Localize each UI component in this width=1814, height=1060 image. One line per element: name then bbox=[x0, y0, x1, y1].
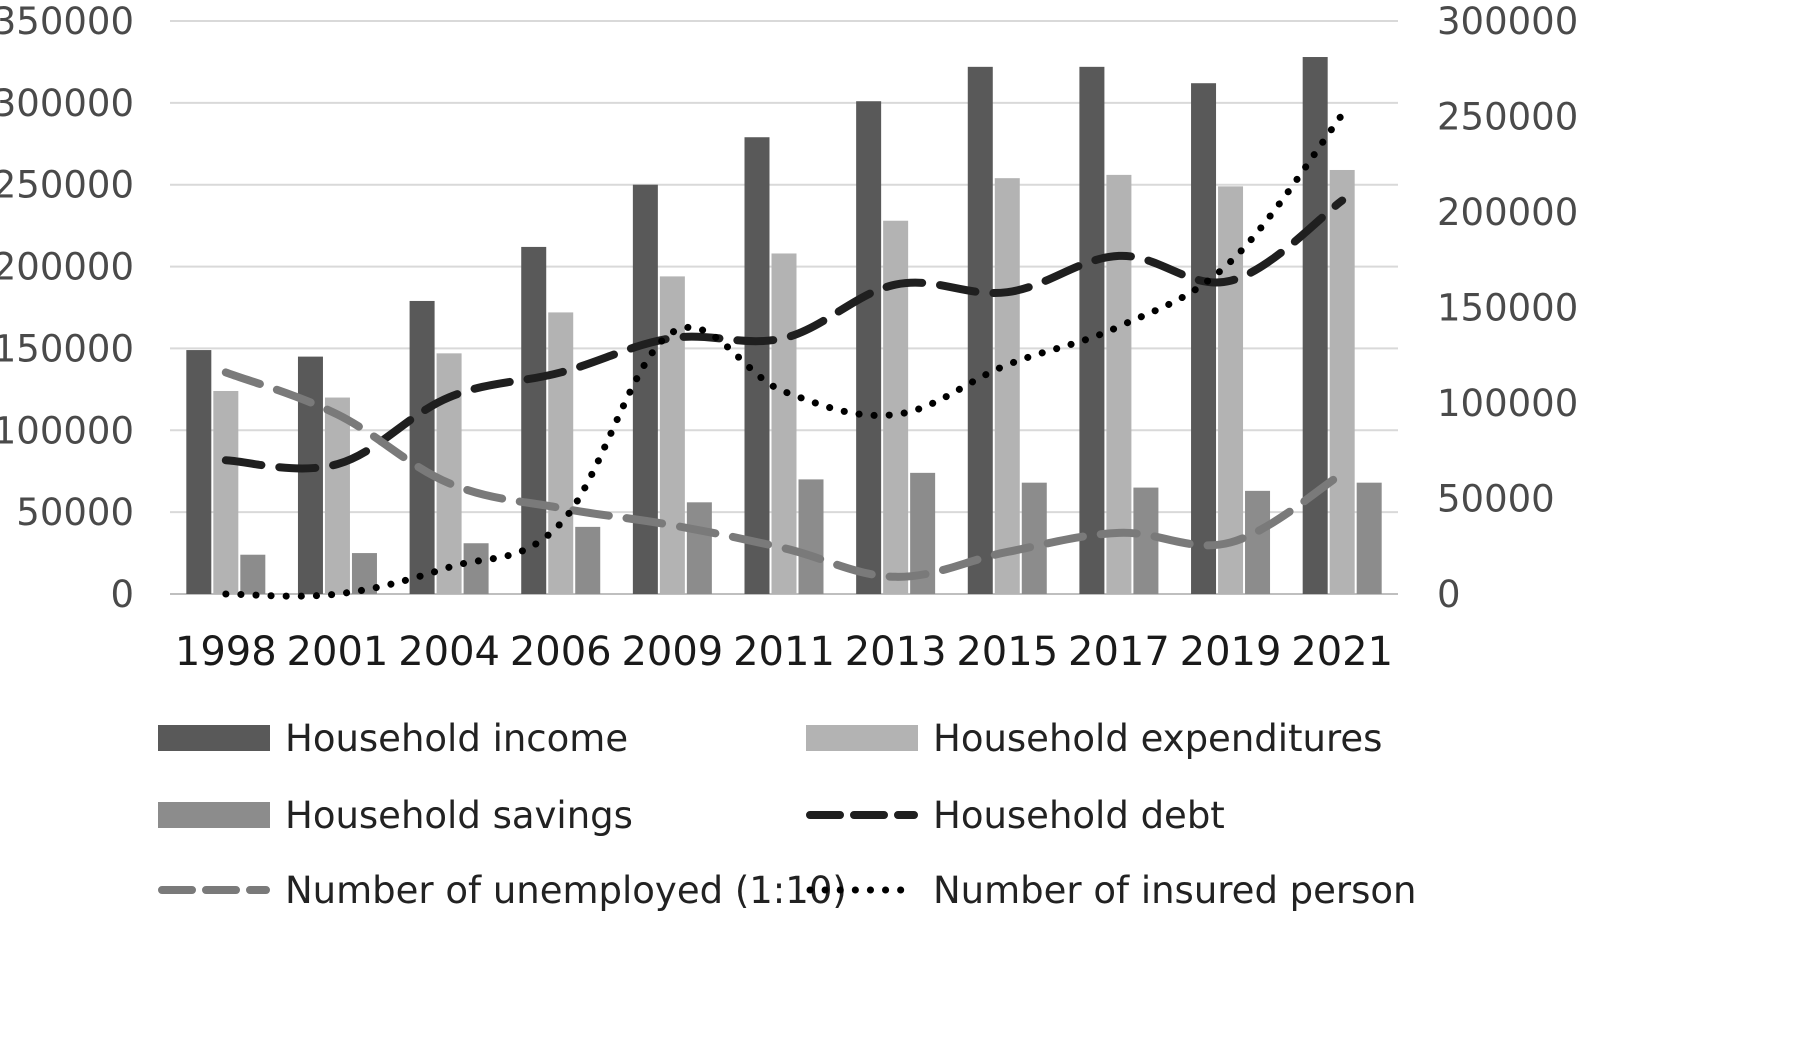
bar-household-income bbox=[1191, 83, 1217, 594]
bar-household-savings bbox=[575, 526, 601, 594]
legend-label-household-income: Household income bbox=[285, 717, 628, 760]
right-tick-label: 0 bbox=[1437, 573, 1461, 616]
bar-household-income bbox=[186, 350, 212, 594]
legend-label-number-of-unemployed-1-10: Number of unemployed (1:10) bbox=[285, 869, 847, 912]
x-tick-label: 2006 bbox=[510, 629, 612, 675]
left-tick-label: 350000 bbox=[0, 0, 134, 43]
bar-household-income bbox=[409, 300, 435, 594]
bar-household-expenditures bbox=[436, 353, 462, 594]
line-number-of-unemployed-1-10 bbox=[221, 368, 1347, 581]
bar-household-savings bbox=[1245, 490, 1271, 594]
x-tick-label: 2013 bbox=[845, 629, 947, 675]
bar-household-savings bbox=[463, 543, 489, 594]
legend-swatch-household-income bbox=[158, 725, 270, 751]
bar-household-expenditures bbox=[883, 220, 909, 594]
right-tick-label: 250000 bbox=[1437, 96, 1578, 139]
bar-household-savings bbox=[1356, 482, 1382, 594]
legend-label-household-expenditures: Household expenditures bbox=[933, 717, 1382, 760]
bar-household-expenditures bbox=[771, 253, 797, 594]
x-tick-label: 2001 bbox=[287, 629, 389, 675]
bar-household-expenditures bbox=[213, 390, 239, 594]
bar-household-expenditures bbox=[1329, 169, 1355, 595]
bar-household-expenditures bbox=[324, 397, 350, 594]
bar-household-expenditures bbox=[1106, 174, 1132, 595]
x-tick-label: 2021 bbox=[1291, 629, 1393, 675]
bar-household-income bbox=[521, 246, 547, 594]
bar-household-savings bbox=[798, 479, 824, 594]
x-tick-label: 2015 bbox=[956, 629, 1058, 675]
bar-household-income bbox=[297, 356, 323, 594]
legend: Household income Household expenditures Ho… bbox=[158, 717, 1417, 912]
left-tick-label: 300000 bbox=[0, 82, 134, 125]
line-household-debt bbox=[221, 196, 1347, 473]
bar-household-expenditures bbox=[1218, 186, 1244, 594]
legend-swatch-household-savings bbox=[158, 802, 270, 828]
left-tick-label: 50000 bbox=[16, 491, 134, 534]
series-lines bbox=[221, 111, 1347, 600]
bar-household-savings bbox=[686, 502, 712, 594]
right-tick-label: 100000 bbox=[1437, 382, 1578, 425]
left-tick-label: 150000 bbox=[0, 327, 134, 370]
x-tick-label: 1998 bbox=[175, 629, 277, 675]
bar-household-income bbox=[856, 101, 882, 594]
right-axis: 0 50000 100000 150000 200000 250000 300000 bbox=[1437, 0, 1578, 616]
left-tick-label: 0 bbox=[110, 573, 134, 616]
bar-household-expenditures bbox=[994, 178, 1020, 594]
bar-household-income bbox=[632, 184, 658, 594]
bar-household-expenditures bbox=[548, 312, 574, 594]
bar-household-income bbox=[1302, 57, 1328, 594]
right-tick-label: 50000 bbox=[1437, 478, 1555, 521]
right-tick-label: 150000 bbox=[1437, 287, 1578, 330]
legend-label-household-debt: Household debt bbox=[933, 794, 1225, 837]
x-tick-label: 2017 bbox=[1068, 629, 1170, 675]
legend-label-number-of-insured-person: Number of insured person bbox=[933, 869, 1417, 912]
right-tick-label: 200000 bbox=[1437, 191, 1578, 234]
x-tick-label: 2011 bbox=[733, 629, 835, 675]
x-axis: 1998 2001 2004 2006 2009 2011 2013 2015 2017 2019… bbox=[175, 629, 1393, 675]
line-number-of-insured-person bbox=[222, 111, 1346, 600]
x-tick-label: 2009 bbox=[621, 629, 723, 675]
legend-swatch-household-expenditures bbox=[806, 725, 918, 751]
bars bbox=[186, 57, 1382, 595]
legend-label-household-savings: Household savings bbox=[285, 794, 633, 837]
left-tick-label: 200000 bbox=[0, 246, 134, 289]
x-tick-label: 2004 bbox=[398, 629, 500, 675]
bar-household-income bbox=[967, 66, 993, 595]
left-axis: 0 50000 100000 150000 200000 250000 300000 3500… bbox=[0, 0, 134, 616]
right-tick-label: 300000 bbox=[1437, 0, 1578, 43]
x-tick-label: 2019 bbox=[1180, 629, 1282, 675]
bar-household-savings bbox=[240, 554, 266, 594]
bar-household-income bbox=[1079, 66, 1105, 595]
bar-household-savings bbox=[1133, 487, 1159, 594]
bar-household-savings bbox=[1021, 482, 1047, 594]
bar-household-expenditures bbox=[659, 276, 685, 594]
left-tick-label: 250000 bbox=[0, 164, 134, 207]
left-tick-label: 100000 bbox=[0, 409, 134, 452]
